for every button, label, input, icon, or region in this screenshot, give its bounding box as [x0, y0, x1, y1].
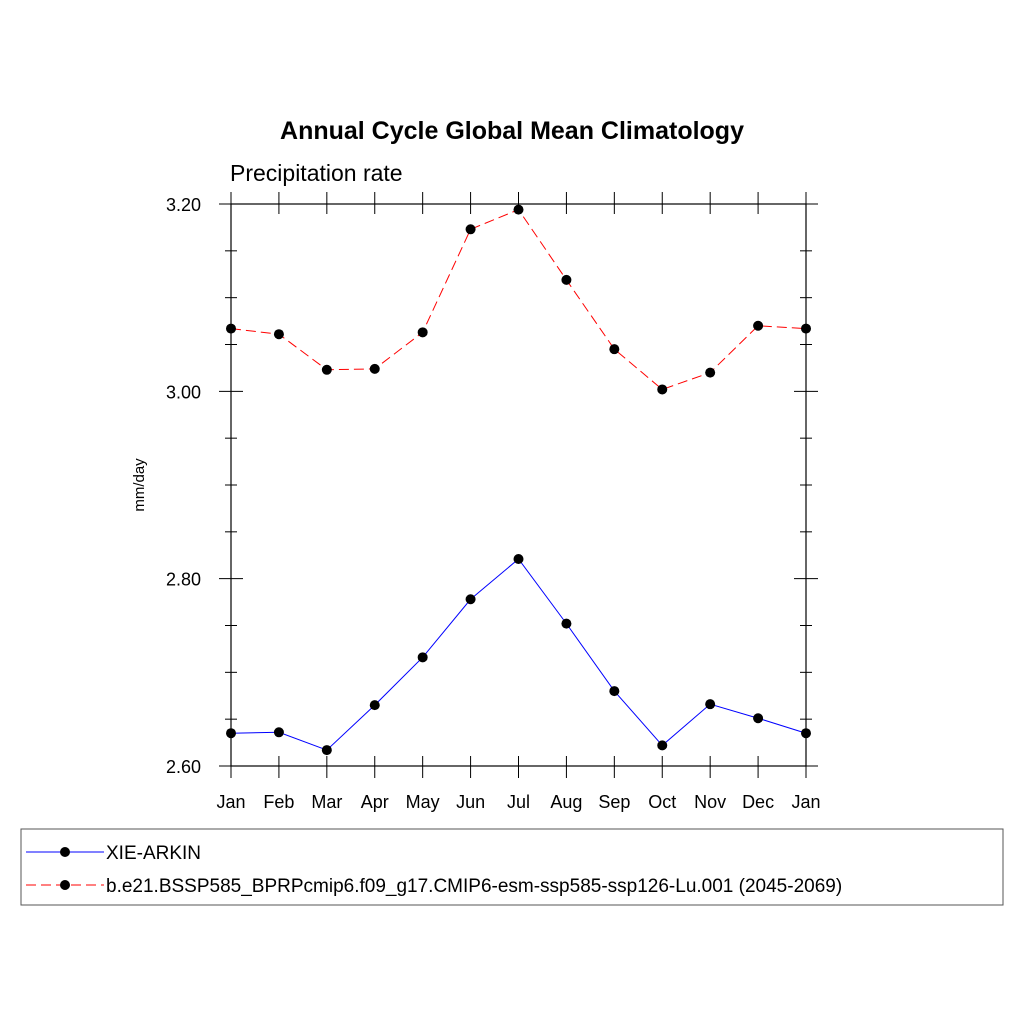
x-tick-label: Jun	[456, 792, 485, 812]
x-tick-label: Jan	[216, 792, 245, 812]
data-point	[273, 329, 284, 340]
axes: Jan Feb Mar Apr May Jun Jul Aug Sep Oct Nov Dec Jan 2…	[166, 192, 821, 812]
data-point	[561, 274, 572, 285]
data-point	[321, 364, 332, 375]
data-point	[321, 745, 332, 756]
data-point	[705, 367, 716, 378]
series-group	[226, 204, 811, 756]
data-point	[753, 713, 764, 724]
chart-subtitle: Precipitation rate	[230, 160, 403, 186]
data-point	[369, 700, 380, 711]
x-tick-label: Jan	[791, 792, 820, 812]
data-point	[273, 727, 284, 738]
data-point	[657, 740, 668, 751]
data-point	[369, 363, 380, 374]
data-point	[753, 320, 764, 331]
x-tick-label: Apr	[361, 792, 389, 812]
y-tick-label: 3.00	[166, 382, 201, 402]
series-line	[230, 209, 807, 391]
data-point	[801, 728, 811, 739]
y-axis-label: mm/day	[131, 458, 148, 512]
legend-box	[20, 828, 1004, 906]
series-line	[230, 558, 807, 751]
data-point	[417, 652, 428, 663]
chart-title: Annual Cycle Global Mean Climatology	[280, 117, 744, 145]
data-point	[609, 686, 620, 697]
data-point	[465, 224, 476, 235]
legend-label: XIE-ARKIN	[106, 843, 201, 864]
legend-marker	[60, 847, 70, 857]
data-point	[609, 344, 620, 355]
data-point	[513, 204, 524, 215]
plot-frame	[230, 203, 807, 767]
data-point	[705, 699, 716, 710]
data-point	[226, 728, 236, 739]
x-tick-label: Aug	[550, 792, 582, 812]
legend: XIE-ARKIN b.e21.BSSP585_BPRPcmip6.f09_g17…	[20, 828, 1004, 906]
data-point	[801, 323, 811, 334]
y-tick-label: 2.60	[166, 757, 201, 777]
data-point	[513, 553, 524, 564]
series-1	[226, 553, 811, 756]
legend-label: b.e21.BSSP585_BPRPcmip6.f09_g17.CMIP6-es…	[106, 876, 842, 897]
x-tick-label: Feb	[263, 792, 294, 812]
data-point	[417, 327, 428, 338]
y-tick-label: 2.80	[166, 570, 201, 590]
x-tick-label: Dec	[742, 792, 774, 812]
x-tick-label: May	[406, 792, 440, 812]
data-point	[226, 323, 236, 334]
x-tick-label: Oct	[648, 792, 676, 812]
series-2	[226, 204, 811, 395]
x-tick-label: Jul	[507, 792, 530, 812]
legend-marker	[60, 880, 70, 890]
data-point	[465, 594, 476, 605]
y-tick-label: 3.20	[166, 195, 201, 215]
x-tick-label: Mar	[311, 792, 342, 812]
x-tick-label: Sep	[598, 792, 630, 812]
data-point	[657, 384, 668, 395]
data-point	[561, 618, 572, 629]
x-tick-label: Nov	[694, 792, 726, 812]
